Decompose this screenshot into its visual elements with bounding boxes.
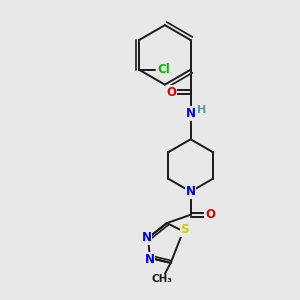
Text: H: H — [197, 105, 206, 115]
Text: N: N — [145, 253, 155, 266]
Text: Cl: Cl — [158, 63, 170, 76]
Text: CH₃: CH₃ — [151, 274, 172, 284]
Text: O: O — [166, 85, 176, 98]
Text: S: S — [180, 223, 189, 236]
Text: N: N — [186, 107, 196, 120]
Text: N: N — [142, 232, 152, 244]
Text: N: N — [186, 185, 196, 198]
Text: O: O — [205, 208, 215, 221]
